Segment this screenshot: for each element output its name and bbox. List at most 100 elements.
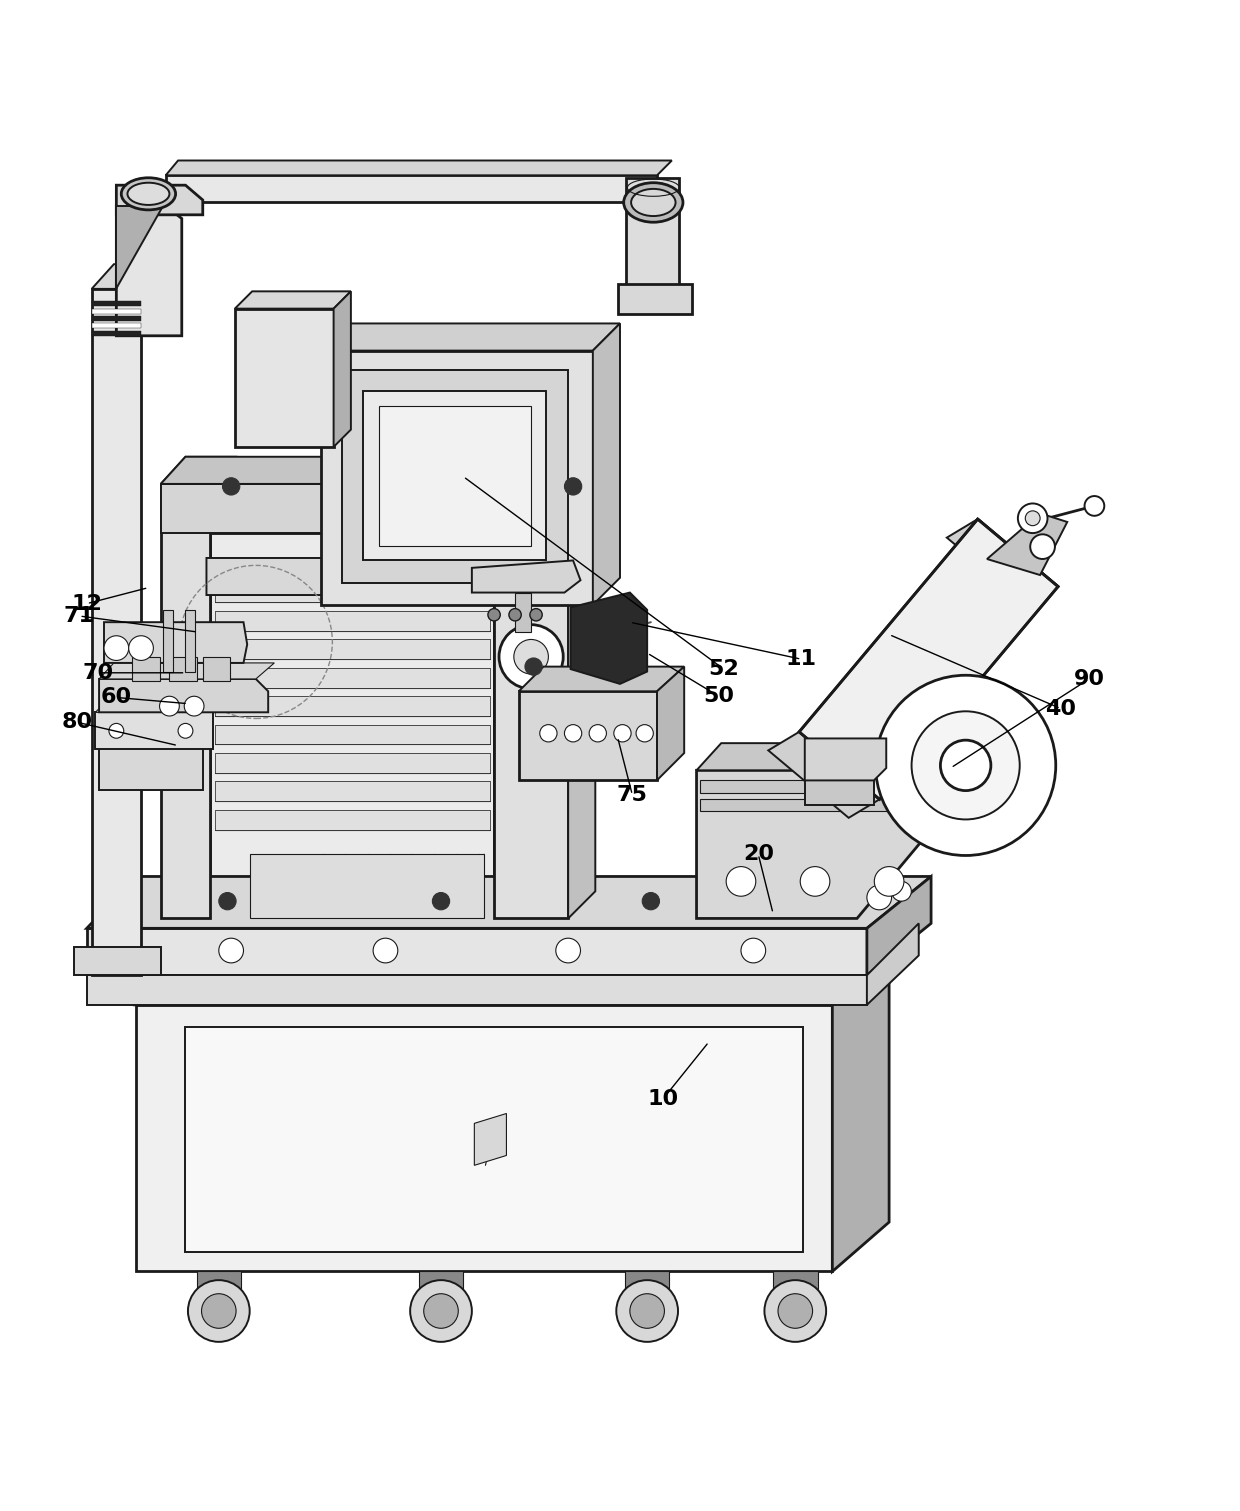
Text: 10: 10 [647, 1089, 678, 1109]
Polygon shape [926, 743, 956, 836]
Circle shape [556, 938, 580, 963]
Text: 40: 40 [1045, 698, 1076, 719]
Circle shape [218, 938, 243, 963]
Circle shape [525, 657, 542, 675]
Polygon shape [701, 780, 923, 793]
Ellipse shape [128, 183, 170, 205]
Polygon shape [334, 292, 351, 447]
Text: 80: 80 [61, 712, 93, 733]
Polygon shape [95, 712, 212, 749]
Text: 20: 20 [743, 845, 774, 864]
Circle shape [539, 725, 557, 742]
Polygon shape [593, 323, 620, 604]
Polygon shape [618, 284, 692, 314]
Polygon shape [799, 520, 1058, 799]
Polygon shape [117, 186, 203, 215]
Polygon shape [99, 663, 274, 678]
Polygon shape [87, 975, 867, 1005]
Polygon shape [92, 289, 141, 975]
Circle shape [487, 609, 500, 621]
Polygon shape [234, 292, 351, 308]
Polygon shape [215, 639, 490, 659]
Circle shape [1018, 503, 1048, 533]
Polygon shape [832, 955, 889, 1271]
Polygon shape [321, 323, 620, 351]
Polygon shape [568, 456, 595, 919]
Circle shape [742, 938, 765, 963]
Circle shape [513, 639, 548, 674]
Polygon shape [867, 876, 931, 975]
Polygon shape [161, 484, 210, 919]
Polygon shape [321, 351, 593, 604]
Circle shape [564, 477, 582, 496]
Polygon shape [215, 810, 490, 830]
Ellipse shape [122, 178, 176, 210]
Polygon shape [164, 610, 174, 671]
Polygon shape [249, 854, 484, 919]
Polygon shape [92, 264, 166, 289]
Polygon shape [570, 592, 647, 684]
Circle shape [179, 724, 193, 739]
Circle shape [410, 1280, 472, 1342]
Circle shape [433, 893, 450, 910]
Polygon shape [210, 533, 494, 919]
Polygon shape [87, 928, 867, 975]
Polygon shape [234, 308, 334, 447]
Circle shape [185, 697, 205, 716]
Polygon shape [215, 668, 490, 688]
Circle shape [129, 636, 154, 660]
Circle shape [202, 1293, 236, 1328]
Circle shape [616, 1280, 678, 1342]
Polygon shape [186, 610, 196, 671]
Polygon shape [657, 666, 684, 780]
Circle shape [1030, 535, 1055, 559]
Text: 60: 60 [100, 688, 131, 707]
Circle shape [800, 867, 830, 896]
Polygon shape [203, 657, 229, 681]
Circle shape [875, 675, 1055, 855]
Polygon shape [74, 947, 161, 975]
Polygon shape [342, 370, 568, 583]
Polygon shape [215, 725, 490, 745]
Polygon shape [166, 175, 657, 202]
Circle shape [498, 624, 563, 689]
Circle shape [529, 609, 542, 621]
Polygon shape [92, 316, 141, 320]
Polygon shape [92, 301, 141, 307]
Polygon shape [210, 506, 521, 533]
Circle shape [104, 636, 129, 660]
Circle shape [630, 1293, 665, 1328]
Polygon shape [166, 160, 672, 175]
Polygon shape [215, 752, 490, 772]
Polygon shape [136, 1005, 832, 1271]
Polygon shape [472, 561, 580, 592]
Polygon shape [947, 520, 1058, 604]
Polygon shape [494, 456, 595, 482]
Ellipse shape [624, 183, 683, 222]
Polygon shape [215, 583, 490, 603]
Circle shape [874, 867, 904, 896]
Polygon shape [117, 205, 182, 335]
Circle shape [892, 881, 911, 901]
Polygon shape [95, 700, 227, 712]
Polygon shape [769, 731, 879, 817]
Polygon shape [104, 623, 247, 663]
Polygon shape [805, 754, 874, 805]
Polygon shape [117, 205, 164, 289]
Circle shape [1085, 496, 1105, 515]
Text: 52: 52 [708, 659, 739, 678]
Polygon shape [701, 799, 923, 811]
Polygon shape [186, 1027, 802, 1251]
Text: 90: 90 [1074, 669, 1105, 689]
Circle shape [373, 938, 398, 963]
Circle shape [911, 712, 1019, 819]
Text: 11: 11 [786, 650, 817, 669]
Text: 71: 71 [63, 606, 94, 626]
Polygon shape [215, 610, 490, 630]
Circle shape [727, 867, 756, 896]
Polygon shape [419, 1271, 464, 1289]
Circle shape [218, 893, 236, 910]
Circle shape [109, 724, 124, 739]
Circle shape [777, 1293, 812, 1328]
Polygon shape [215, 781, 490, 801]
